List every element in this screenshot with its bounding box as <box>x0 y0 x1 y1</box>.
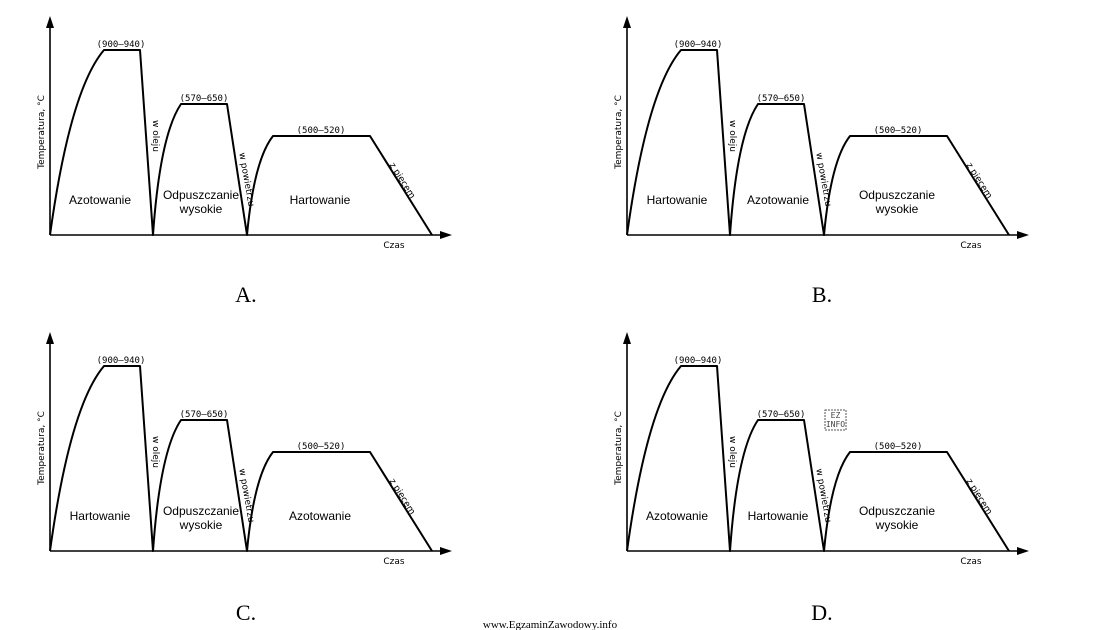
y-axis-label: Temperatura, °C <box>614 411 624 486</box>
x-axis-label: Czas <box>960 241 982 251</box>
temperature-range-1: (900–940) <box>674 40 723 50</box>
answer-letter-d: D. <box>811 600 832 625</box>
answer-letter-b: B. <box>812 282 832 307</box>
process-label-3: Azotowanie <box>289 509 351 523</box>
temperature-profile-line <box>49 49 433 236</box>
panel-d: Temperatura, °C Czas (900–940) (570–650) (50… <box>614 332 1029 567</box>
watermark-line-2: INFO <box>826 420 845 429</box>
cooling-label-1: w oleju <box>727 120 737 152</box>
temperature-profile-line <box>49 365 433 552</box>
process-label-2: wysokie <box>179 202 223 216</box>
temperature-range-2: (570–650) <box>180 94 229 104</box>
x-axis-arrow <box>440 231 452 239</box>
x-axis-label: Czas <box>383 557 405 567</box>
temperature-range-1: (900–940) <box>97 356 146 366</box>
temperature-range-1: (900–940) <box>674 356 723 366</box>
cooling-label-3: z piecem <box>964 161 994 201</box>
x-axis-arrow <box>1017 547 1029 555</box>
y-axis-label: Temperatura, °C <box>37 95 47 170</box>
temperature-range-2: (570–650) <box>180 410 229 420</box>
panel-b: Temperatura, °C Czas (900–940) (570–650) (50… <box>614 16 1029 251</box>
process-label-3: Odpuszczanie <box>859 504 935 518</box>
x-axis-arrow <box>1017 231 1029 239</box>
process-label-3: Hartowanie <box>290 193 351 207</box>
process-label-2: wysokie <box>179 518 223 532</box>
temperature-profile-line <box>626 49 1010 236</box>
temperature-range-2: (570–650) <box>757 410 806 420</box>
process-label-3: wysokie <box>875 202 919 216</box>
process-label-2: Hartowanie <box>748 509 809 523</box>
cooling-label-1: w oleju <box>727 436 737 468</box>
y-axis-arrow <box>623 16 631 28</box>
process-label-2: Odpuszczanie <box>163 188 239 202</box>
temperature-range-3: (500–520) <box>874 442 923 452</box>
cooling-label-3: z piecem <box>387 477 417 517</box>
y-axis-label: Temperatura, °C <box>614 95 624 170</box>
footer-source-url: www.EgzaminZawodowy.info <box>483 619 618 630</box>
cooling-label-1: w oleju <box>150 436 160 468</box>
y-axis-arrow <box>46 16 54 28</box>
process-label-1: Azotowanie <box>646 509 708 523</box>
x-axis-label: Czas <box>960 557 982 567</box>
process-label-1: Hartowanie <box>70 509 131 523</box>
temperature-range-3: (500–520) <box>297 442 346 452</box>
temperature-range-3: (500–520) <box>874 126 923 136</box>
y-axis-label: Temperatura, °C <box>37 411 47 486</box>
y-axis-arrow <box>623 332 631 344</box>
process-label-1: Hartowanie <box>647 193 708 207</box>
temperature-profile-line <box>626 365 1010 552</box>
temperature-range-3: (500–520) <box>297 126 346 136</box>
temperature-range-1: (900–940) <box>97 40 146 50</box>
panel-a: Temperatura, °C Czas (900–940) (570–650) (50… <box>37 16 452 251</box>
watermark-logo: EZ INFO <box>824 409 847 431</box>
watermark-line-1: EZ <box>831 411 841 420</box>
x-axis-label: Czas <box>383 241 405 251</box>
process-label-2: Odpuszczanie <box>163 504 239 518</box>
process-label-1: Azotowanie <box>69 193 131 207</box>
process-label-3: wysokie <box>875 518 919 532</box>
x-axis-arrow <box>440 547 452 555</box>
temperature-range-2: (570–650) <box>757 94 806 104</box>
y-axis-arrow <box>46 332 54 344</box>
answer-letter-a: A. <box>235 282 256 307</box>
cooling-label-3: z piecem <box>964 477 994 517</box>
answer-letter-c: C. <box>236 600 256 625</box>
process-label-3: Odpuszczanie <box>859 188 935 202</box>
cooling-label-1: w oleju <box>150 120 160 152</box>
process-label-2: Azotowanie <box>747 193 809 207</box>
cooling-label-3: z piecem <box>387 161 417 201</box>
panel-c: Temperatura, °C Czas (900–940) (570–650) (50… <box>37 332 452 567</box>
